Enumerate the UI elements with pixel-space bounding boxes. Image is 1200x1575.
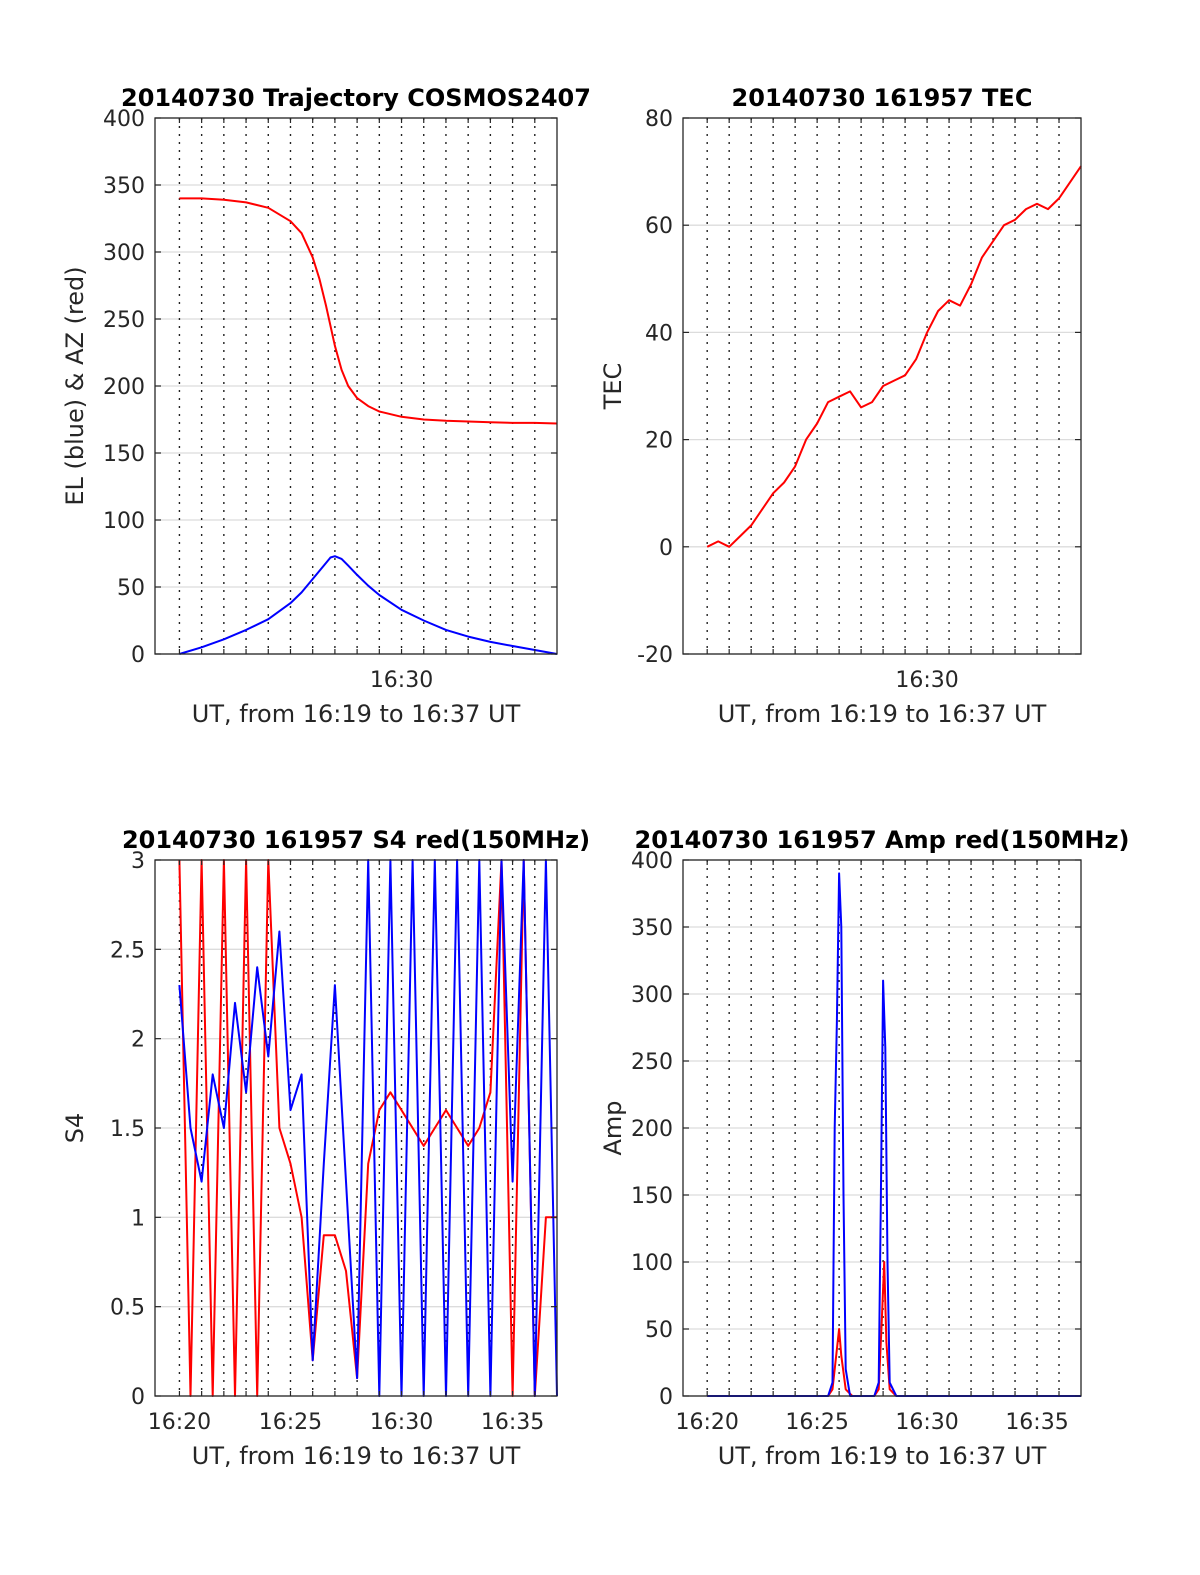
p0-ytick-label-8: 400 [103, 107, 145, 132]
p3-series-1 [707, 872, 1081, 1397]
p2-ytick-label-5: 2.5 [110, 938, 145, 963]
p1-series-0 [706, 165, 1082, 548]
p0-ytick-label-2: 100 [103, 509, 145, 534]
p2-ytick-label-6: 3 [131, 849, 145, 874]
p1-y-axis-label: TEC [599, 363, 627, 411]
p2-ticks: 0 0.5 1 1.5 2 2.5 3 16:20 16:25 16:30 16:35 [110, 849, 557, 1435]
p0-x-axis-label: UT, from 16:19 to 16:37 UT [192, 700, 521, 728]
p1-ytick-label-3: 40 [645, 321, 673, 346]
p3-x-axis-label: UT, from 16:19 to 16:37 UT [718, 1442, 1047, 1470]
p2-ytick-label-0: 0 [131, 1385, 145, 1410]
p1-title: 20140730 161957 TEC [732, 84, 1033, 112]
p2-ytick-label-1: 0.5 [110, 1296, 145, 1321]
p2-xtick-label-3: 16:35 [481, 1410, 544, 1435]
p3-ytick-label-8: 400 [631, 849, 673, 874]
p3-xtick-label-0: 16:20 [675, 1410, 738, 1435]
p3-ticks: 0 50 100 150 200 250 300 350 400 16:20 16:25 16:30 1… [631, 849, 1081, 1435]
p2-ytick-label-4: 2 [131, 1028, 145, 1053]
p3-ytick-label-2: 100 [631, 1251, 673, 1276]
p0-title: 20140730 Trajectory COSMOS2407 [121, 84, 591, 112]
p3-xtick-label-2: 16:30 [895, 1410, 958, 1435]
p1-ytick-label-5: 80 [645, 107, 673, 132]
p2-x-axis-label: UT, from 16:19 to 16:37 UT [192, 1442, 521, 1470]
p3-title: 20140730 161957 Amp red(150MHz) [635, 826, 1130, 854]
p0-ytick-label-5: 250 [103, 308, 145, 333]
p2-xtick-label-0: 16:20 [148, 1410, 211, 1435]
p0-ytick-label-7: 350 [103, 174, 145, 199]
p1-ytick-label-2: 20 [645, 429, 673, 454]
p3-y-axis-label: Amp [599, 1100, 627, 1155]
p1-ytick-label-0: -20 [637, 643, 673, 668]
p3-ytick-label-3: 150 [631, 1184, 673, 1209]
p0-ytick-label-6: 300 [103, 241, 145, 266]
p1-ytick-label-4: 60 [645, 214, 673, 239]
p0-series [179, 197, 558, 655]
p1-ticks: -20 0 20 40 60 80 16:30 [637, 107, 1081, 693]
p0-series-1 [179, 555, 558, 655]
p3-ytick-label-0: 0 [659, 1385, 673, 1410]
p1-ytick-label-1: 0 [659, 536, 673, 561]
p2-ytick-label-2: 1 [131, 1206, 145, 1231]
p2-xtick-label-2: 16:30 [370, 1410, 433, 1435]
p0-ytick-label-1: 50 [117, 576, 145, 601]
p1-axes-frame [682, 117, 1082, 655]
p3-series [707, 872, 1081, 1397]
p3-xtick-label-1: 16:25 [785, 1410, 848, 1435]
panel-tec: -20 0 20 40 60 80 16:30 20140730 161957 TEC UT… [599, 84, 1082, 728]
p2-title: 20140730 161957 S4 red(150MHz) [122, 826, 590, 854]
panel-amp: 0 50 100 150 200 250 300 350 400 16:20 16:25 16:30 1… [599, 826, 1129, 1470]
p3-ytick-label-5: 250 [631, 1050, 673, 1075]
p2-xtick-label-1: 16:25 [259, 1410, 322, 1435]
p2-y-axis-label: S4 [61, 1113, 89, 1144]
p3-ytick-label-1: 50 [645, 1318, 673, 1343]
panel-s4: 0 0.5 1 1.5 2 2.5 3 16:20 16:25 16:30 16:35 201407… [61, 826, 590, 1470]
p0-ytick-label-3: 150 [103, 442, 145, 467]
p0-ytick-label-4: 200 [103, 375, 145, 400]
p0-xtick-label-0: 16:30 [370, 668, 433, 693]
p2-ytick-label-3: 1.5 [110, 1117, 145, 1142]
p1-xtick-label-0: 16:30 [895, 668, 958, 693]
p1-x-axis-label: UT, from 16:19 to 16:37 UT [718, 700, 1047, 728]
p2-grid [155, 859, 557, 1397]
panel-trajectory: 0 50 100 150 200 250 300 350 400 16:30 20140730 T… [61, 84, 591, 728]
p3-ytick-label-7: 350 [631, 916, 673, 941]
p3-xtick-label-3: 16:35 [1005, 1410, 1068, 1435]
p1-series [706, 165, 1082, 548]
p0-grid [155, 117, 557, 655]
p3-ytick-label-6: 300 [631, 983, 673, 1008]
p0-ytick-label-0: 0 [131, 643, 145, 668]
p3-ytick-label-4: 200 [631, 1117, 673, 1142]
p2-series-0 [178, 859, 557, 1397]
p0-series-0 [179, 197, 558, 425]
p0-y-axis-label: EL (blue) & AZ (red) [61, 266, 89, 505]
p0-ticks: 0 50 100 150 200 250 300 350 400 16:30 [103, 107, 557, 693]
